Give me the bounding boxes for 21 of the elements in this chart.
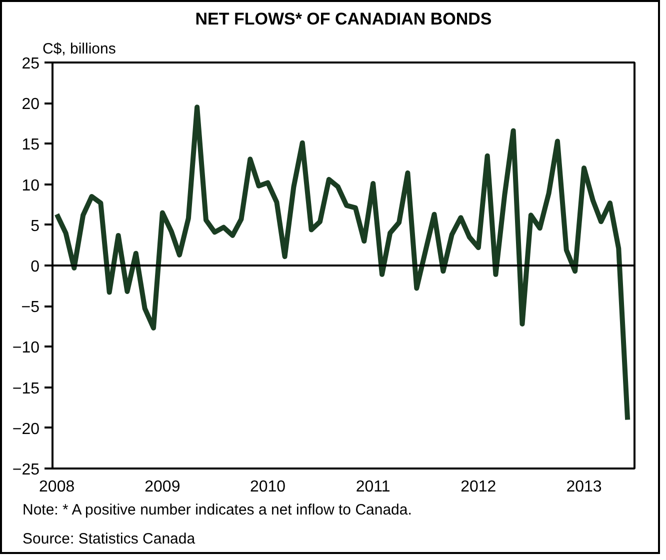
y-tick-label: −10 bbox=[12, 340, 40, 357]
y-tick-label: 25 bbox=[22, 56, 40, 72]
y-tick-label: 0 bbox=[30, 258, 40, 276]
x-tick-label: 2010 bbox=[250, 478, 286, 496]
y-axis-title: C$, billions bbox=[42, 40, 116, 58]
x-tick-label: 2008 bbox=[39, 478, 75, 496]
y-tick-label: −20 bbox=[12, 420, 40, 438]
y-tick-label: 20 bbox=[22, 96, 40, 114]
y-tick-label: 10 bbox=[22, 177, 40, 194]
x-tick-label: 2012 bbox=[460, 478, 496, 496]
y-tick-label: 5 bbox=[30, 218, 40, 235]
y-tick-label: 15 bbox=[22, 136, 40, 154]
x-tick-label: 2011 bbox=[356, 478, 390, 496]
x-tick-label: 2013 bbox=[566, 478, 602, 496]
chart-title: NET FLOWS* OF CANADIAN BONDS bbox=[195, 10, 492, 28]
x-tick-label: 2009 bbox=[144, 478, 180, 496]
y-tick-label: −5 bbox=[21, 299, 40, 316]
y-tick-label: −25 bbox=[12, 462, 40, 478]
y-tick-label: −15 bbox=[12, 380, 40, 398]
source-note: Source: Statistics Canada bbox=[22, 530, 196, 548]
text: Note: * A positive number indicates a net inflow to Canada. bbox=[22, 502, 412, 518]
